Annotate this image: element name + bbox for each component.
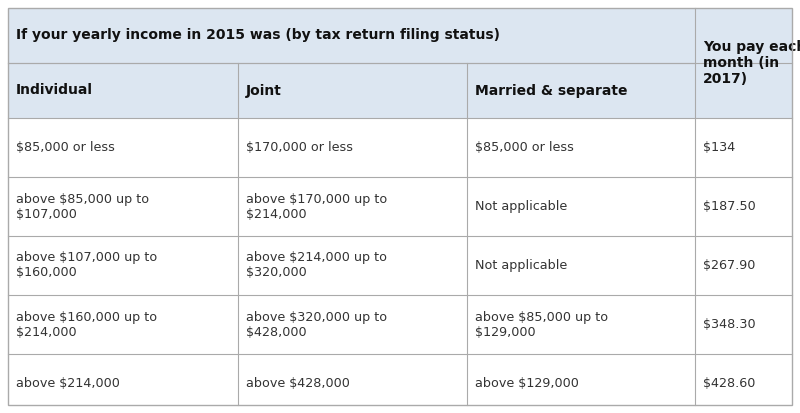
Text: above $320,000 up to
$428,000: above $320,000 up to $428,000 <box>246 311 387 339</box>
Bar <box>694 118 792 177</box>
Bar <box>694 354 792 413</box>
Text: above $428,000: above $428,000 <box>246 377 350 390</box>
Text: $187.50: $187.50 <box>702 200 755 213</box>
Text: Individual: Individual <box>16 83 93 97</box>
Bar <box>8 295 238 354</box>
Bar <box>8 118 238 177</box>
Bar <box>467 354 694 413</box>
Text: $267.90: $267.90 <box>702 259 755 272</box>
Bar <box>694 236 792 295</box>
Bar <box>8 236 238 295</box>
Bar <box>467 118 694 177</box>
Text: Married & separate: Married & separate <box>475 83 628 97</box>
Text: above $170,000 up to
$214,000: above $170,000 up to $214,000 <box>246 192 387 221</box>
Text: above $107,000 up to
$160,000: above $107,000 up to $160,000 <box>16 252 158 280</box>
Text: Not applicable: Not applicable <box>475 259 568 272</box>
Text: $428.60: $428.60 <box>702 377 755 390</box>
Text: $85,000 or less: $85,000 or less <box>475 141 574 154</box>
Text: $134: $134 <box>702 141 735 154</box>
Bar <box>238 118 467 177</box>
Bar <box>467 63 694 118</box>
Text: Not applicable: Not applicable <box>475 200 568 213</box>
Bar <box>238 236 467 295</box>
Text: $170,000 or less: $170,000 or less <box>246 141 353 154</box>
Bar <box>467 236 694 295</box>
Bar <box>694 177 792 236</box>
Text: above $214,000 up to
$320,000: above $214,000 up to $320,000 <box>246 252 386 280</box>
Bar <box>8 8 694 63</box>
Bar <box>694 8 792 118</box>
Bar <box>238 295 467 354</box>
Bar <box>8 63 238 118</box>
Bar <box>8 354 238 413</box>
Bar <box>694 295 792 354</box>
Bar <box>467 177 694 236</box>
Text: $348.30: $348.30 <box>702 318 755 331</box>
Text: Joint: Joint <box>246 83 282 97</box>
Bar <box>8 177 238 236</box>
Text: above $85,000 up to
$129,000: above $85,000 up to $129,000 <box>475 311 609 339</box>
Text: You pay each
month (in
2017): You pay each month (in 2017) <box>702 40 800 86</box>
Text: above $85,000 up to
$107,000: above $85,000 up to $107,000 <box>16 192 149 221</box>
Text: above $214,000: above $214,000 <box>16 377 120 390</box>
Text: above $129,000: above $129,000 <box>475 377 579 390</box>
Text: If your yearly income in 2015 was (by tax return filing status): If your yearly income in 2015 was (by ta… <box>16 28 500 43</box>
Bar <box>238 63 467 118</box>
Bar <box>238 354 467 413</box>
Text: above $160,000 up to
$214,000: above $160,000 up to $214,000 <box>16 311 157 339</box>
Bar <box>467 295 694 354</box>
Text: $85,000 or less: $85,000 or less <box>16 141 115 154</box>
Bar <box>238 177 467 236</box>
